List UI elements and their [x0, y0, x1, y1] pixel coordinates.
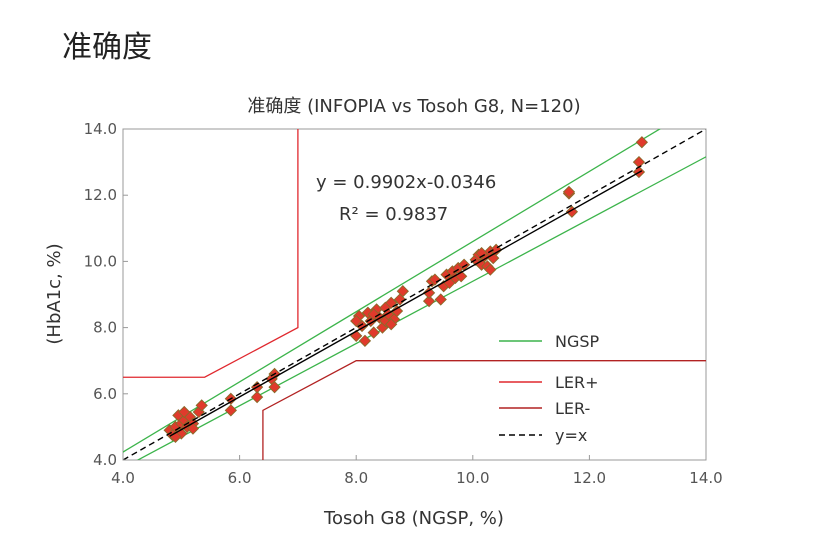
data-point [422, 294, 436, 308]
data-point [358, 334, 372, 347]
data-point [385, 318, 398, 331]
data-point [422, 286, 436, 299]
ngsp-upper-line [123, 129, 662, 453]
data-point [250, 390, 264, 404]
data-point [635, 136, 649, 149]
data-point [367, 308, 380, 321]
data-point [428, 273, 442, 286]
data-point [484, 263, 497, 276]
page-heading: 准确度 [62, 30, 152, 65]
data-point [178, 405, 191, 419]
data-point [350, 314, 363, 328]
data-point [224, 404, 237, 417]
data-point [195, 399, 208, 412]
chart-title: 准确度 (INFOPIA vs Tosoh G8, N=120) [247, 96, 580, 117]
x-tick-label: 10.0 [456, 469, 489, 487]
data-point [390, 304, 404, 318]
data-point [396, 285, 409, 298]
data-point [475, 246, 488, 260]
ler-minus-line [262, 360, 706, 460]
identity-line [123, 129, 706, 460]
regression-line [169, 170, 643, 437]
y-tick-label: 14.0 [84, 120, 117, 138]
data-point [186, 422, 200, 435]
y-tick-label: 4.0 [93, 451, 117, 469]
x-tick-label: 6.0 [228, 469, 252, 487]
x-axis-label: Tosoh G8 (NGSP, %) [323, 508, 504, 529]
legend-label-ngsp: NGSP [555, 332, 600, 351]
y-axis-label: (HbA1c, %) [44, 243, 65, 344]
data-point [562, 185, 576, 199]
x-tick-label: 12.0 [573, 469, 606, 487]
ler-plus-line [123, 129, 299, 378]
regression-equation: y = 0.9902x-0.0346 [316, 172, 496, 193]
data-point [434, 293, 447, 306]
y-tick-label: 12.0 [84, 186, 117, 204]
legend-label-ler: LER+ [555, 373, 599, 392]
legend-label-yx: y=x [555, 426, 587, 445]
ngsp-lower-line [136, 156, 706, 460]
x-tick-label: 4.0 [111, 469, 135, 487]
y-tick-label: 6.0 [93, 385, 117, 403]
x-tick-label: 14.0 [689, 469, 722, 487]
x-tick-label: 8.0 [344, 469, 368, 487]
r-squared-label: R² = 0.9837 [339, 204, 448, 225]
data-point [367, 326, 380, 339]
y-tick-label: 8.0 [93, 319, 117, 337]
y-tick-label: 10.0 [84, 252, 117, 270]
legend-label-ler: LER- [555, 399, 590, 418]
